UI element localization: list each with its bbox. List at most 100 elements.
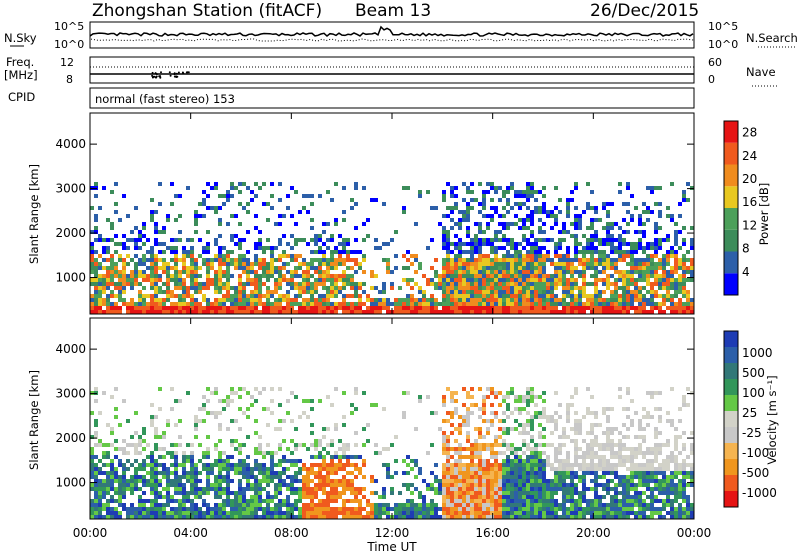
power-cell [618,294,622,298]
power-cell [294,266,298,270]
power-cell [626,242,630,246]
power-cell [634,230,638,234]
power-cell [494,186,498,190]
velocity-cell [646,459,650,463]
velocity-cell [486,387,490,391]
power-cell [170,290,174,294]
velocity-cell [162,431,166,435]
velocity-cell [550,431,554,435]
power-cell [370,310,374,314]
power-cell [494,306,498,310]
power-cell [638,302,642,306]
power-cell [474,274,478,278]
power-cell [202,198,206,202]
velocity-cell [510,411,514,415]
power-cell [190,262,194,266]
power-cell [246,250,250,254]
velocity-cell [254,451,258,455]
velocity-cell [634,435,638,439]
power-cell [434,298,438,302]
power-cell [234,310,238,314]
velocity-cell [402,511,406,515]
velocity-cell [658,487,662,491]
power-cell [538,270,542,274]
power-cell [210,306,214,310]
velocity-cell [302,507,306,511]
velocity-cell [630,503,634,507]
power-cell [262,274,266,278]
velocity-cell [518,399,522,403]
power-cell [638,242,642,246]
velocity-cell [214,463,218,467]
velocity-cell [586,471,590,475]
velocity-cell [106,455,110,459]
power-cell [242,254,246,258]
velocity-cell [442,475,446,479]
velocity-cell [630,507,634,511]
power-cell [682,290,686,294]
velocity-cell [174,467,178,471]
velocity-cell [346,499,350,503]
power-cell [566,250,570,254]
velocity-cell [434,507,438,511]
power-cell [258,230,262,234]
velocity-cell [494,491,498,495]
power-cell [326,266,330,270]
velocity-cell [538,411,542,415]
power-cell [474,262,478,266]
velocity-cell [542,407,546,411]
velocity-cell [110,499,114,503]
power-cell [354,238,358,242]
power-cell [638,262,642,266]
velocity-cell [178,491,182,495]
power-cell [158,302,162,306]
power-cell [410,286,414,290]
power-cell [326,262,330,266]
power-cell [514,214,518,218]
velocity-cell [98,411,102,415]
velocity-cell [430,507,434,511]
power-cell [230,286,234,290]
velocity-cell [562,443,566,447]
power-cell [670,250,674,254]
power-cell [598,218,602,222]
power-cell [518,286,522,290]
power-cell [226,282,230,286]
power-cell [246,258,250,262]
power-cell [502,286,506,290]
power-cell [178,270,182,274]
power-cell [470,258,474,262]
velocity-cell [430,443,434,447]
power-cell [630,290,634,294]
power-cell [566,230,570,234]
power-cell [510,302,514,306]
power-cell [290,270,294,274]
power-cell [482,258,486,262]
velocity-cell [350,499,354,503]
velocity-cell [502,487,506,491]
velocity-cell [514,459,518,463]
power-cell [258,242,262,246]
power-cell [674,234,678,238]
velocity-cell [310,399,314,403]
power-cell [214,306,218,310]
velocity-cell [194,503,198,507]
power-cell [326,290,330,294]
velocity-cell [530,483,534,487]
power-cell [578,262,582,266]
power-cell [106,238,110,242]
power-cell [654,290,658,294]
power-cell [522,222,526,226]
velocity-cell [442,451,446,455]
power-cell [206,302,210,306]
power-cell [594,238,598,242]
power-cell [626,262,630,266]
power-cell [658,214,662,218]
velocity-cell [546,419,550,423]
power-cell [290,246,294,250]
velocity-cell [638,503,642,507]
power-cell [206,310,210,314]
power-cell [246,306,250,310]
velocity-cell [590,507,594,511]
velocity-cell [206,511,210,515]
